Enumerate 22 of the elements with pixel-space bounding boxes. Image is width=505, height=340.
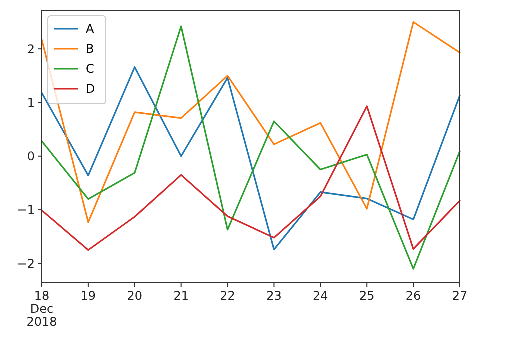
x-tick-label: 18 Dec 2018: [26, 289, 58, 329]
y-tick-label: −2: [17, 256, 35, 271]
y-tick-label: 2: [27, 42, 35, 56]
legend-label: C: [86, 62, 94, 76]
x-tick-label: 27: [452, 289, 468, 303]
y-tick-label: 0: [27, 150, 35, 164]
y-tick-label: −1: [17, 203, 35, 218]
legend-label: D: [86, 82, 96, 96]
x-tick-label: 21: [174, 289, 189, 303]
line-series: [41, 106, 461, 252]
x-tick-label: 23: [266, 289, 282, 303]
x-tick-label: 24: [313, 289, 328, 303]
legend-label: B: [86, 42, 94, 56]
y-tick-label: 1: [27, 96, 35, 110]
line-series: [41, 26, 461, 270]
x-tick-label: 20: [127, 289, 143, 303]
x-tick-label: 25: [359, 289, 375, 303]
x-tick-label: 19: [80, 289, 96, 303]
x-tick-label: 26: [406, 289, 422, 303]
x-tick-label: 22: [220, 289, 236, 303]
line-series: [41, 21, 461, 224]
legend-label: A: [86, 22, 95, 36]
